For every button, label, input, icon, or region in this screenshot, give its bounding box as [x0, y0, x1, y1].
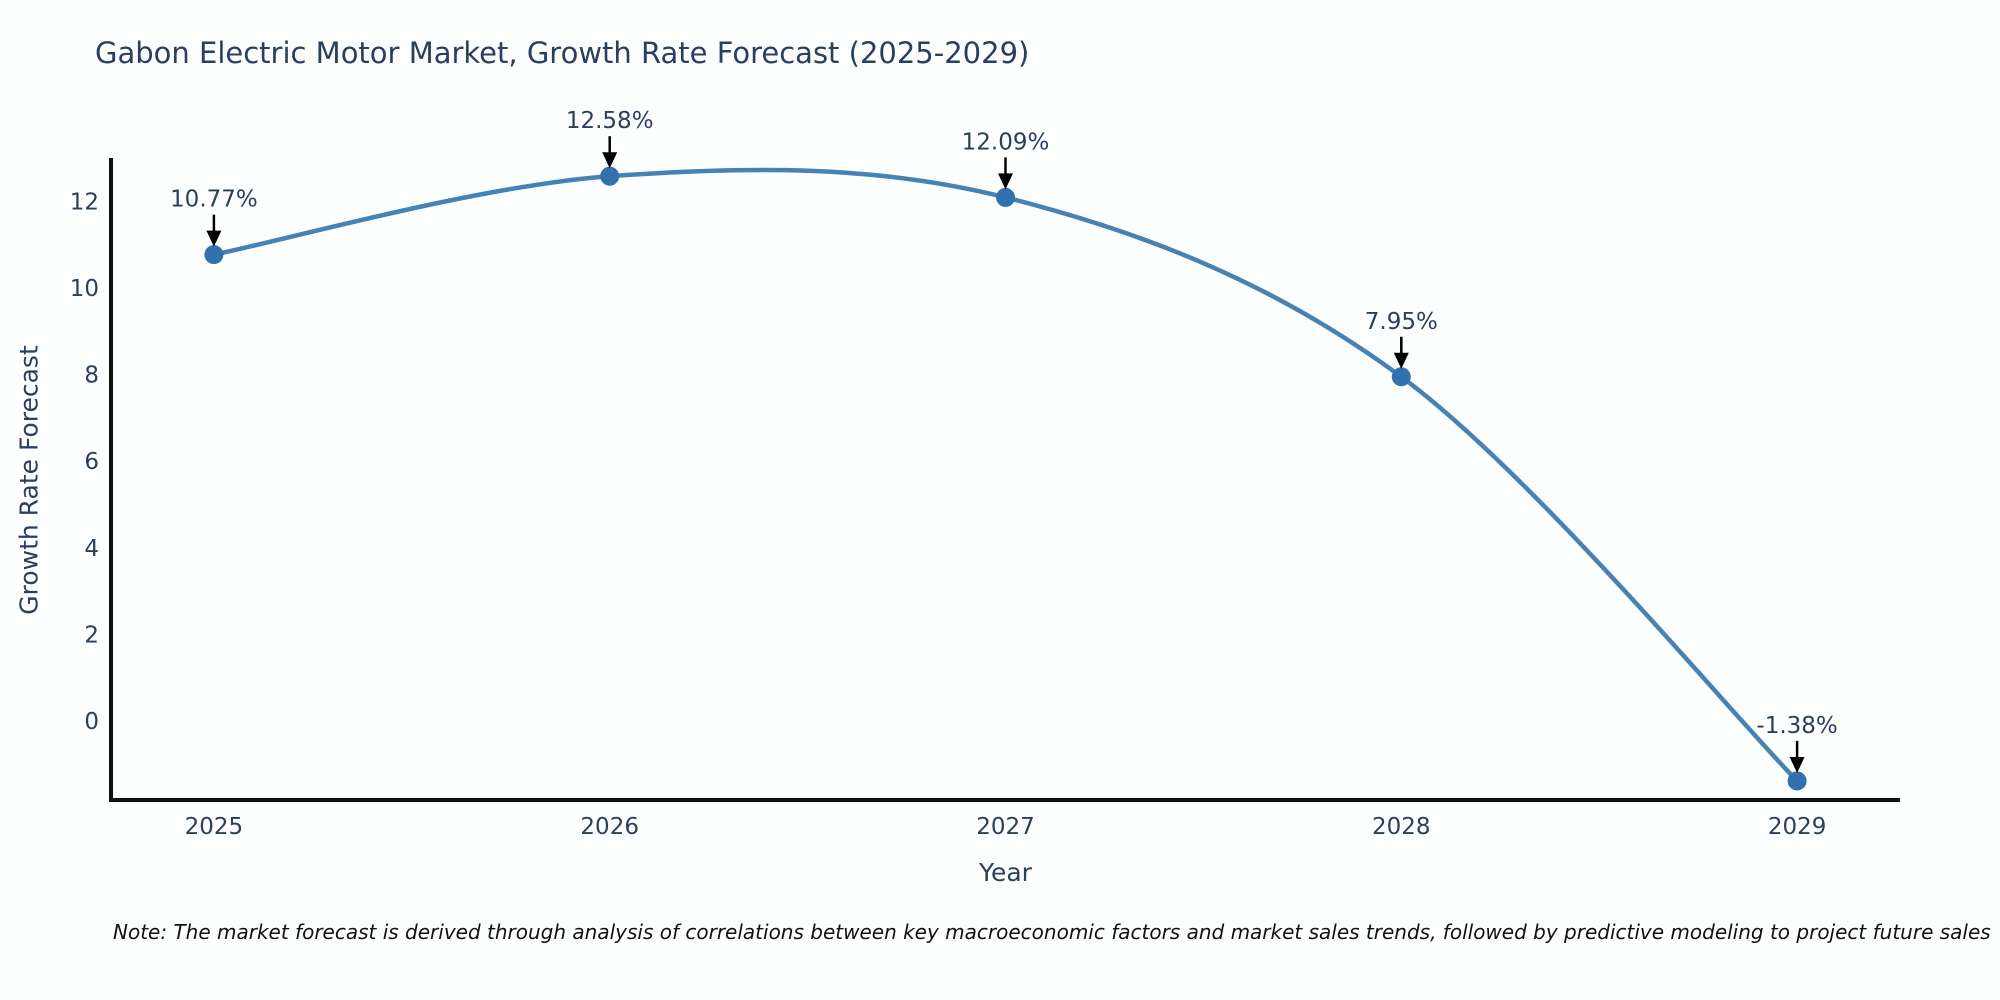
point-annotations: 10.77% 12.58% 12.09% 7.95% -1.38%: [170, 108, 1838, 773]
y-tick-label: 10: [70, 276, 99, 302]
data-point-marker: [996, 187, 1015, 207]
y-axis-tick-labels: 0 2 4 6 8 10 12: [70, 189, 99, 735]
data-point-markers: [204, 166, 1807, 791]
point-value-label: 10.77%: [170, 187, 258, 213]
x-axis-tick-labels: 2025 2026 2027 2028 2029: [185, 814, 1827, 840]
data-point-marker: [1391, 367, 1411, 387]
annotation-arrowhead-icon: [998, 173, 1013, 190]
series-line: [211, 167, 1800, 784]
point-value-label: -1.38%: [1756, 713, 1837, 739]
annotation-arrowhead-icon: [1393, 352, 1409, 369]
footnote: Note: The market forecast is derived thr…: [113, 920, 1991, 944]
data-point-marker: [204, 245, 224, 265]
data-point-marker: [1787, 771, 1807, 791]
x-tick-label: 2028: [1372, 814, 1431, 840]
point-value-label: 12.09%: [962, 129, 1050, 155]
x-tick-label: 2026: [580, 814, 639, 840]
y-tick-label: 8: [84, 363, 99, 389]
x-axis-title: Year: [979, 858, 1032, 887]
chart-title: Gabon Electric Motor Market, Growth Rate…: [95, 36, 1030, 70]
y-tick-label: 0: [84, 709, 99, 735]
point-value-label: 7.95%: [1365, 309, 1438, 335]
x-tick-label: 2025: [185, 814, 244, 840]
y-tick-label: 6: [84, 449, 99, 475]
y-tick-label: 4: [84, 536, 99, 562]
point-value-label: 12.58%: [566, 108, 654, 134]
annotation-arrowhead-icon: [1789, 756, 1805, 773]
y-tick-label: 2: [84, 623, 99, 649]
x-tick-label: 2029: [1768, 814, 1827, 840]
annotation-arrowhead-icon: [206, 230, 222, 247]
y-tick-label: 12: [70, 189, 99, 215]
y-axis-title: Growth Rate Forecast: [14, 345, 44, 615]
data-point-marker: [600, 166, 620, 186]
annotation-arrowhead-icon: [602, 152, 618, 169]
x-tick-label: 2027: [976, 814, 1035, 840]
